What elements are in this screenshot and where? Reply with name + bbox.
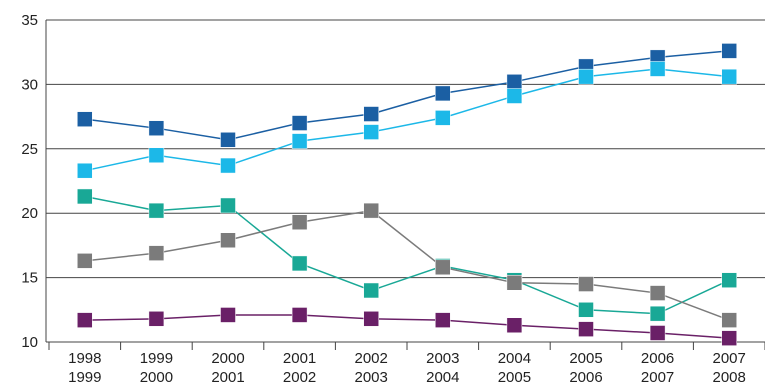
y-tick-label: 25 bbox=[21, 141, 38, 158]
x-tick-label: 2001 bbox=[211, 369, 244, 386]
marker bbox=[435, 110, 451, 126]
marker bbox=[578, 68, 594, 85]
marker bbox=[148, 311, 165, 327]
marker bbox=[435, 85, 451, 102]
marker bbox=[220, 197, 236, 214]
marker bbox=[77, 111, 93, 127]
x-tick-label: 1998 bbox=[68, 350, 101, 367]
marker bbox=[291, 133, 308, 149]
x-tick-label: 1999 bbox=[68, 369, 101, 386]
marker bbox=[649, 305, 666, 322]
marker bbox=[148, 202, 165, 219]
y-tick-label: 35 bbox=[21, 12, 38, 29]
marker bbox=[77, 162, 93, 179]
marker bbox=[77, 253, 93, 269]
x-tick-label: 2008 bbox=[713, 369, 746, 386]
marker bbox=[291, 214, 308, 230]
y-tick-label: 20 bbox=[21, 205, 38, 222]
marker bbox=[721, 312, 737, 328]
x-tick-label: 2002 bbox=[355, 350, 388, 367]
x-tick-label: 2007 bbox=[641, 369, 674, 386]
y-tick-label: 15 bbox=[21, 270, 38, 287]
marker bbox=[220, 157, 236, 174]
marker bbox=[77, 312, 93, 328]
marker bbox=[363, 106, 379, 122]
series-line bbox=[84, 195, 730, 315]
marker bbox=[506, 317, 523, 334]
marker bbox=[435, 312, 451, 328]
x-tick-label: 2005 bbox=[498, 369, 531, 386]
marker bbox=[148, 147, 165, 163]
marker bbox=[291, 115, 308, 131]
marker bbox=[363, 202, 379, 219]
x-tick-label: 2000 bbox=[140, 369, 173, 386]
x-tick-label: 2001 bbox=[283, 350, 316, 367]
marker bbox=[578, 276, 594, 292]
marker bbox=[578, 321, 594, 337]
marker bbox=[363, 124, 379, 140]
marker bbox=[220, 307, 236, 323]
marker bbox=[721, 272, 737, 288]
marker bbox=[363, 311, 379, 327]
series-line bbox=[84, 68, 730, 172]
x-tick-label: 2003 bbox=[355, 369, 388, 386]
marker bbox=[578, 302, 594, 318]
x-tick-label: 2002 bbox=[283, 369, 316, 386]
marker bbox=[649, 61, 666, 77]
marker bbox=[721, 43, 737, 59]
marker bbox=[721, 330, 737, 346]
marker bbox=[649, 285, 666, 301]
marker bbox=[363, 282, 379, 299]
x-tick-label: 2000 bbox=[211, 350, 244, 367]
marker bbox=[220, 232, 236, 248]
marker bbox=[506, 88, 523, 104]
x-tick-label: 2004 bbox=[426, 369, 459, 386]
x-tick-label: 2006 bbox=[569, 369, 602, 386]
series-line bbox=[84, 50, 730, 141]
marker bbox=[506, 275, 523, 291]
marker bbox=[220, 132, 236, 148]
marker bbox=[291, 307, 308, 323]
marker bbox=[148, 120, 165, 136]
marker bbox=[649, 325, 666, 341]
x-tick-label: 1999 bbox=[140, 350, 173, 367]
x-tick-label: 2004 bbox=[498, 350, 531, 367]
series-line bbox=[84, 314, 730, 339]
series-line bbox=[84, 209, 730, 321]
x-tick-label: 2007 bbox=[713, 350, 746, 367]
x-tick-label: 2005 bbox=[569, 350, 602, 367]
marker bbox=[291, 255, 308, 272]
marker bbox=[506, 74, 523, 90]
marker bbox=[435, 259, 451, 276]
marker bbox=[77, 188, 93, 205]
x-tick-label: 2003 bbox=[426, 350, 459, 367]
marker bbox=[721, 68, 737, 85]
x-tick-label: 2006 bbox=[641, 350, 674, 367]
y-tick-label: 30 bbox=[21, 76, 38, 93]
y-tick-label: 10 bbox=[21, 334, 38, 351]
marker bbox=[148, 245, 165, 261]
